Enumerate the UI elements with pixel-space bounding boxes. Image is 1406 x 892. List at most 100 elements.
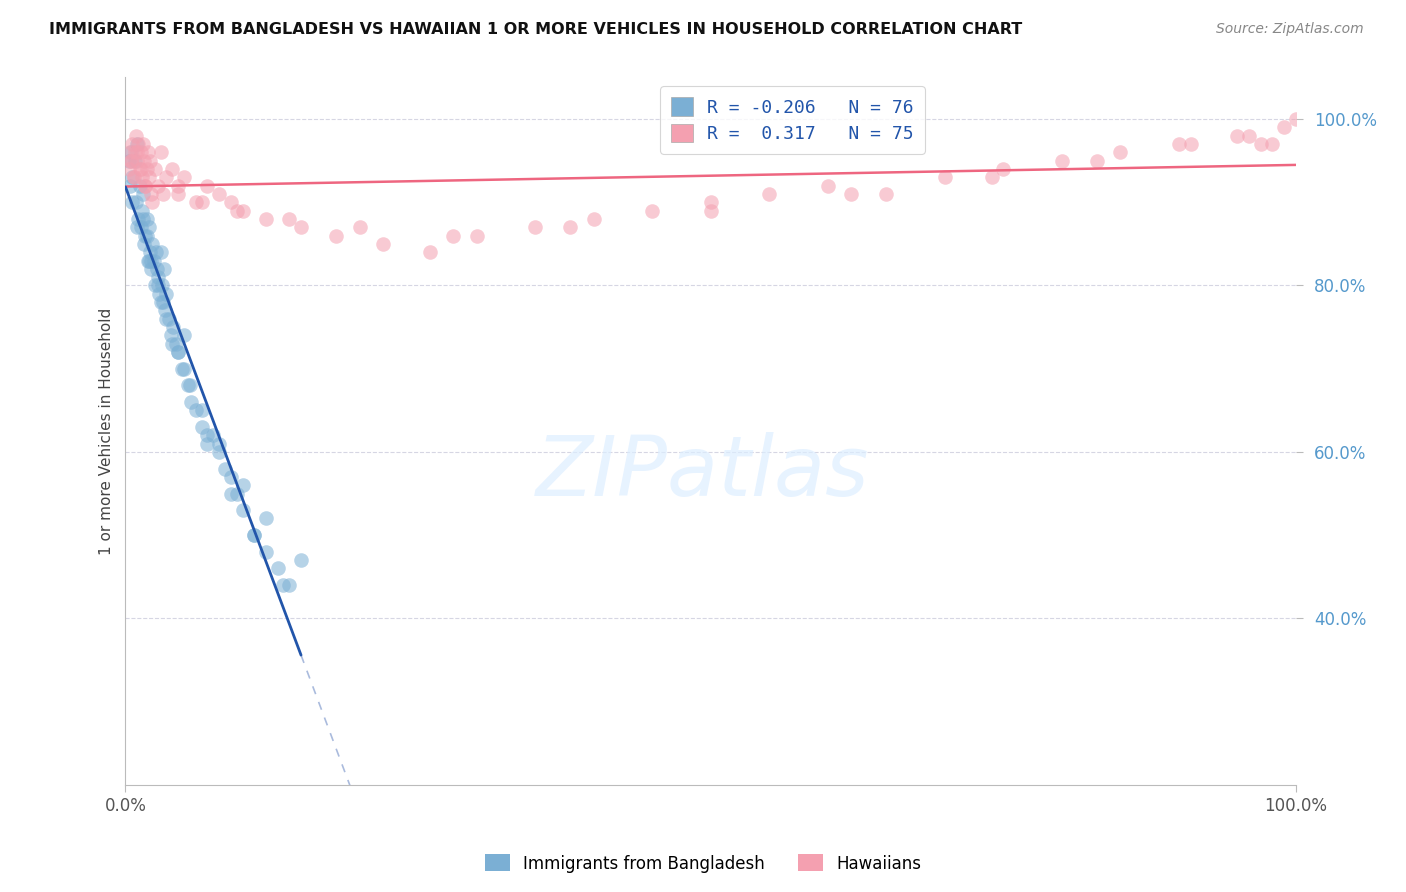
Point [290, 220, 312, 235]
Point [190, 195, 212, 210]
Point [136, 253, 159, 268]
Point [129, 161, 152, 176]
Point [197, 436, 219, 450]
Point [208, 445, 231, 459]
Point [190, 420, 212, 434]
Point [131, 170, 153, 185]
Point [135, 211, 157, 226]
Point [582, 211, 605, 226]
Point [875, 186, 897, 201]
Point [817, 178, 839, 193]
Point [167, 178, 190, 193]
Point [162, 336, 184, 351]
Point [141, 236, 163, 251]
Point [149, 295, 172, 310]
Point [699, 203, 721, 218]
Point [138, 253, 160, 268]
Point [197, 428, 219, 442]
Point [162, 161, 184, 176]
Point [197, 178, 219, 193]
Point [208, 186, 231, 201]
Point [155, 303, 177, 318]
Point [254, 211, 277, 226]
Point [1272, 120, 1295, 135]
Point [167, 186, 190, 201]
Point [155, 311, 177, 326]
Point [273, 578, 295, 592]
Point [214, 461, 236, 475]
Point [152, 295, 174, 310]
Point [135, 161, 157, 176]
Point [122, 170, 145, 185]
Point [128, 161, 150, 176]
Point [266, 561, 288, 575]
Point [148, 286, 170, 301]
Point [145, 245, 167, 260]
Point [1226, 128, 1249, 143]
Point [132, 136, 155, 151]
Point [225, 203, 247, 218]
Point [278, 211, 301, 226]
Point [157, 311, 180, 326]
Point [121, 170, 143, 185]
Point [1050, 153, 1073, 168]
Point [371, 236, 394, 251]
Point [132, 211, 155, 226]
Point [135, 228, 157, 243]
Point [138, 170, 160, 185]
Point [758, 186, 780, 201]
Point [125, 195, 148, 210]
Point [980, 170, 1002, 185]
Point [190, 403, 212, 417]
Point [125, 128, 148, 143]
Point [138, 220, 160, 235]
Point [153, 261, 176, 276]
Point [129, 145, 152, 160]
Point [934, 170, 956, 185]
Text: ZIPatlas: ZIPatlas [536, 433, 870, 513]
Point [129, 220, 152, 235]
Point [141, 261, 163, 276]
Point [148, 178, 170, 193]
Point [243, 528, 266, 542]
Point [124, 145, 146, 160]
Point [122, 170, 145, 185]
Point [149, 145, 172, 160]
Point [202, 428, 225, 442]
Point [231, 203, 253, 218]
Point [134, 178, 156, 193]
Point [120, 153, 142, 168]
Point [127, 136, 149, 151]
Point [127, 136, 149, 151]
Point [219, 470, 242, 484]
Point [148, 278, 170, 293]
Point [1085, 153, 1108, 168]
Point [134, 236, 156, 251]
Point [167, 345, 190, 359]
Point [184, 195, 207, 210]
Point [441, 228, 464, 243]
Point [173, 170, 195, 185]
Point [149, 245, 172, 260]
Point [141, 195, 163, 210]
Point [148, 270, 170, 285]
Point [120, 153, 142, 168]
Point [1250, 136, 1272, 151]
Point [139, 245, 162, 260]
Point [162, 320, 184, 334]
Point [1109, 145, 1132, 160]
Point [139, 153, 162, 168]
Point [278, 578, 301, 592]
Point [1237, 128, 1260, 143]
Point [155, 170, 177, 185]
Point [134, 228, 156, 243]
Point [160, 328, 183, 343]
Point [699, 195, 721, 210]
Point [173, 361, 195, 376]
Point [146, 261, 169, 276]
Point [121, 195, 143, 210]
Point [134, 178, 156, 193]
Point [141, 253, 163, 268]
Point [173, 328, 195, 343]
Point [560, 220, 582, 235]
